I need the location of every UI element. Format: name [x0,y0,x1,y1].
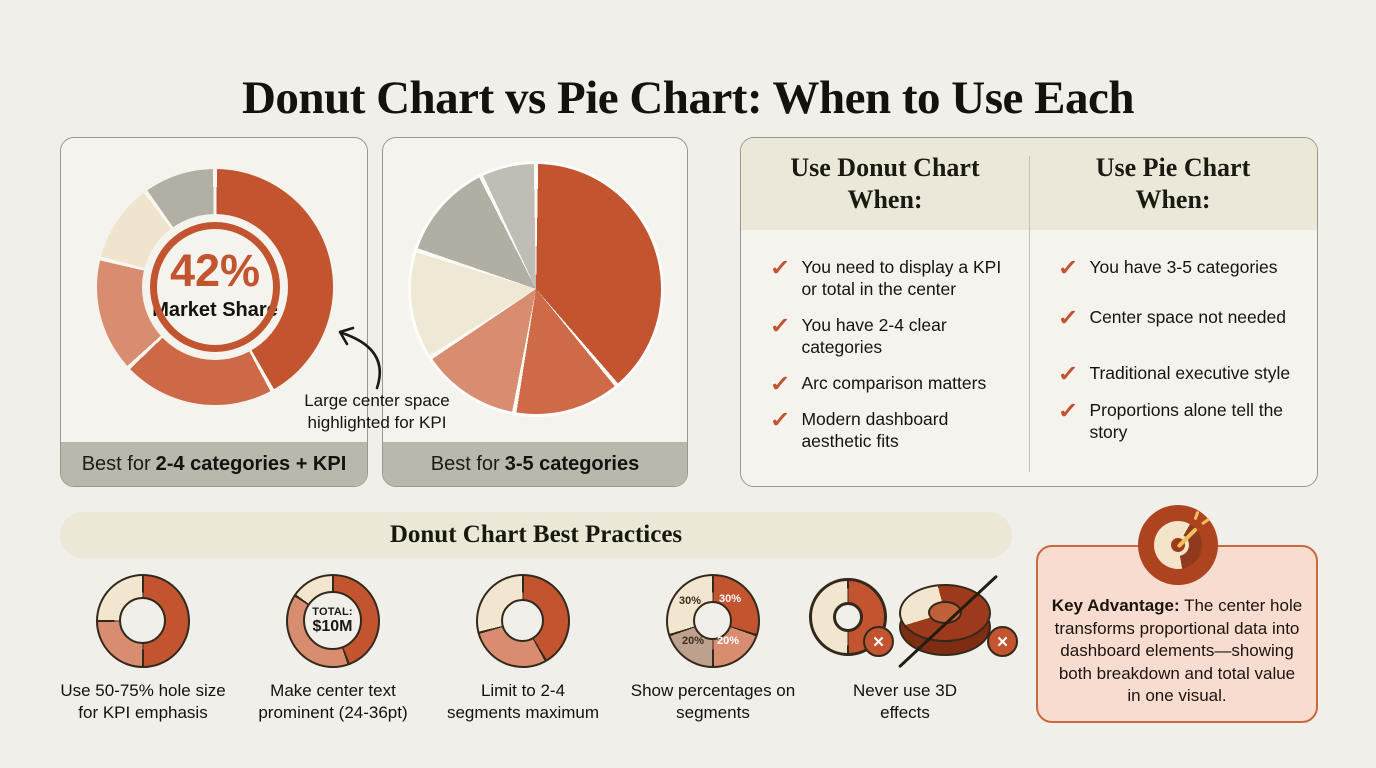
practice-caption: Show percentages on segments [630,681,796,722]
center-text-top: TOTAL: [312,605,353,618]
best-practices-band: Donut Chart Best Practices [60,512,1012,558]
x-glyph: ✕ [996,633,1009,651]
donut-inner-ring [150,222,280,352]
check-icon: ✓ [1057,398,1079,423]
donut-icon [476,574,570,668]
page-title: Donut Chart vs Pie Chart: When to Use Ea… [241,72,1135,125]
check-icon: ✓ [1057,255,1079,280]
practice-caption: Limit to 2-4 segments maximum [446,681,600,722]
donut-icon: 30% 20% 20% 30% [666,574,760,668]
pie-example-panel: Best for 3-5 categories [382,137,688,487]
donut-icon [96,574,190,668]
donut-hole [833,602,863,632]
practice-limit-segments: Limit to 2-4 segments maximum [428,574,618,724]
practice-percentages: 30% 20% 20% 30% Show percentages on segm… [618,574,808,724]
pie-when-list: ✓ You have 3-5 categories ✓ Center space… [1029,230,1317,486]
check-icon: ✓ [769,406,791,432]
practice-caption: Make center text prominent (24-36pt) [258,681,408,722]
caption-bold: 2-4 categories + KPI [155,452,347,475]
curved-arrow-icon [338,326,382,390]
practice-hole-size: Use 50-75% hole size for KPI emphasis [48,574,238,724]
comparison-panel: Use Donut Chart When: Use Pie Chart When… [740,137,1318,487]
sparkle-icon [1193,510,1200,521]
caption-prefix: Best for [81,452,151,475]
caption-bold: 3-5 categories [504,452,640,475]
check-icon: ✓ [769,370,791,396]
donut-annotation: Large center space highlighted for KPI [304,391,450,433]
item-text: Center space not needed [1089,307,1286,327]
donut-caption: Best for 2-4 categories + KPI [61,442,367,486]
checklist-item: ✓ You need to display a KPI or total in … [769,255,1029,301]
item-text: Proportions alone tell the story [1089,400,1284,443]
checklist-item: ✓ Traditional executive style [1057,361,1317,386]
checklist-item: ✓ Arc comparison matters [769,370,1029,396]
donut-icon: TOTAL: $10M [286,574,380,668]
practice-center-text: TOTAL: $10M Make center text prominent (… [238,574,428,724]
key-advantage-text: Key Advantage: The center hole transform… [1050,595,1304,708]
key-advantage-card: Key Advantage: The center hole transform… [1036,505,1318,723]
key-advantage-label: Key Advantage: [1051,596,1180,615]
percent-label: 30% [719,593,742,605]
donut-hole: TOTAL: $10M [303,591,362,650]
item-text: Traditional executive style [1089,363,1291,383]
donut-hole [693,601,732,640]
donut-hole [501,599,544,642]
sparkle-icon [1200,517,1211,526]
comparison-body: ✓ You need to display a KPI or total in … [741,230,1317,486]
checklist-item: ✓ You have 2-4 clear categories [769,312,1029,359]
pie-caption: Best for 3-5 categories [383,442,687,486]
checklist-item: ✓ Modern dashboard aesthetic fits [769,406,1029,453]
check-icon: ✓ [769,255,791,280]
percent-label: 20% [717,635,740,647]
checklist-item: ✓ You have 3-5 categories [1057,255,1317,280]
column-divider [1028,156,1030,472]
donut-chart: 42% Market Share [97,169,333,405]
practice-caption: Never use 3D effects [853,681,957,722]
x-glyph: ✕ [872,633,885,651]
check-icon: ✓ [1057,361,1079,386]
no-3d-icons: ✕ ✕ [795,574,1018,670]
x-badge-icon: ✕ [863,626,894,657]
item-text: You have 3-5 categories [1089,257,1278,277]
donut-hole [119,597,166,644]
caption-prefix: Best for [430,452,500,475]
item-text: Arc comparison matters [801,372,987,393]
key-advantage-icon [1138,505,1218,585]
donut-3d-icon [897,574,999,669]
donut-when-header: Use Donut Chart When: [790,152,980,215]
pie-chart [411,164,661,414]
checklist-item: ✓ Proportions alone tell the story [1057,398,1317,444]
checklist-item: ✓ Center space not needed [1057,305,1317,330]
practice-caption: Use 50-75% hole size for KPI emphasis [60,681,226,722]
percent-label: 30% [679,595,702,607]
key-advantage-body: The center hole transforms proportional … [1054,596,1303,706]
x-badge-icon: ✕ [987,626,1018,657]
donut-example-panel: 42% Market Share Best for 2-4 categories… [60,137,368,487]
practice-no-3d: ✕ ✕ Never use 3D effects [795,574,1018,724]
item-text: You need to display a KPI or total in th… [801,257,1002,300]
pie-when-header: Use Pie Chart When: [1095,152,1251,215]
percent-label: 20% [682,635,705,647]
center-text-value: $10M [312,617,353,635]
donut-when-list: ✓ You need to display a KPI or total in … [741,230,1029,486]
item-text: You have 2-4 clear categories [801,314,947,358]
donut-center: 42% Market Share [142,214,288,360]
check-icon: ✓ [1057,305,1079,330]
check-icon: ✓ [769,312,791,338]
item-text: Modern dashboard aesthetic fits [801,408,949,451]
